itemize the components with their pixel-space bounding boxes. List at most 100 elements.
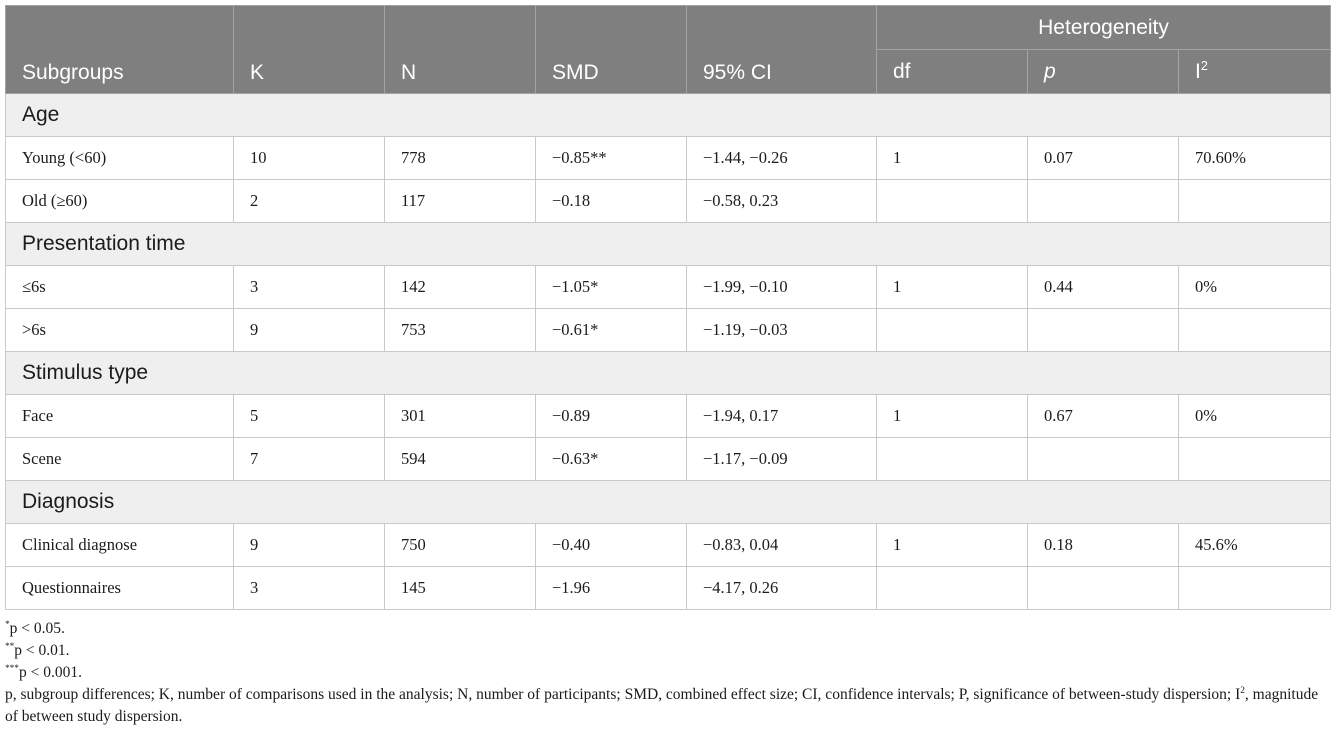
cell-k: 9	[233, 308, 385, 352]
cell-ci: −1.19, −0.03	[686, 308, 877, 352]
cell-n: 750	[384, 523, 536, 567]
cell-p: 0.67	[1027, 394, 1179, 438]
group-label: Age	[4, 93, 1332, 137]
table-row: ≤6s 3 142 −1.05* −1.99, −0.10 1 0.44 0%	[5, 265, 1332, 309]
footnote-1-text: p < 0.05.	[9, 620, 65, 637]
cell-smd: −0.89	[535, 394, 687, 438]
footnote-3-text: p < 0.001.	[18, 664, 82, 681]
cell-df: 1	[876, 265, 1028, 309]
cell-subgroup: >6s	[5, 308, 234, 352]
cell-df	[876, 308, 1028, 352]
cell-i2: 70.60%	[1177, 136, 1332, 180]
cell-i2: 0%	[1177, 394, 1332, 438]
table-row: Old (≥60) 2 117 −0.18 −0.58, 0.23	[5, 179, 1332, 223]
cell-subgroup: Clinical diagnose	[5, 523, 234, 567]
table-row: Young (<60) 10 778 −0.85** −1.44, −0.26 1 0.07…	[5, 136, 1332, 180]
cell-n: 145	[384, 566, 536, 610]
cell-subgroup: Face	[5, 394, 234, 438]
table-row: Clinical diagnose 9 750 −0.40 −0.83, 0.04 1 0.…	[5, 523, 1332, 567]
cell-ci: −0.83, 0.04	[686, 523, 877, 567]
cell-df: 1	[876, 394, 1028, 438]
cell-p	[1027, 566, 1179, 610]
cell-i2	[1177, 308, 1332, 352]
cell-i2	[1177, 437, 1332, 481]
cell-ci: −0.58, 0.23	[686, 179, 877, 223]
cell-smd: −0.85**	[535, 136, 687, 180]
cell-subgroup: ≤6s	[5, 265, 234, 309]
group-row: Diagnosis	[4, 480, 1332, 524]
header-k-label: K	[250, 61, 265, 84]
footnote-3: ***p < 0.001.	[5, 662, 1330, 684]
cell-k: 7	[233, 437, 385, 481]
cell-smd: −0.18	[535, 179, 687, 223]
cell-p	[1027, 179, 1179, 223]
header-subgroups: Subgroups	[5, 5, 234, 94]
subgroup-analysis-table: Subgroups K N SMD 95% CI Heterogeneity d…	[4, 5, 1332, 610]
cell-i2	[1177, 179, 1332, 223]
cell-df	[876, 437, 1028, 481]
cell-n: 117	[384, 179, 536, 223]
footnote-1-marker: *	[5, 619, 10, 630]
cell-i2: 0%	[1177, 265, 1332, 309]
cell-p: 0.07	[1027, 136, 1179, 180]
header-ci-label: 95% CI	[703, 61, 772, 84]
cell-n: 778	[384, 136, 536, 180]
header-smd-label: SMD	[552, 61, 599, 84]
header-n-label: N	[401, 61, 417, 84]
header-df: df	[876, 49, 1028, 94]
cell-ci: −4.17, 0.26	[686, 566, 877, 610]
table-container: Subgroups K N SMD 95% CI Heterogeneity d…	[4, 5, 1332, 610]
cell-p: 0.18	[1027, 523, 1179, 567]
group-label: Diagnosis	[4, 480, 1332, 524]
cell-k: 10	[233, 136, 385, 180]
cell-smd: −0.40	[535, 523, 687, 567]
table-row: Face 5 301 −0.89 −1.94, 0.17 1 0.67 0%	[5, 394, 1332, 438]
group-row: Age	[4, 93, 1332, 137]
header-k: K	[233, 5, 385, 94]
table-row: >6s 9 753 −0.61* −1.19, −0.03	[5, 308, 1332, 352]
table-row: Scene 7 594 −0.63* −1.17, −0.09	[5, 437, 1332, 481]
cell-n: 142	[384, 265, 536, 309]
cell-n: 594	[384, 437, 536, 481]
cell-smd: −1.96	[535, 566, 687, 610]
cell-i2: 45.6%	[1177, 523, 1332, 567]
cell-subgroup: Questionnaires	[5, 566, 234, 610]
footnote-abbreviations-superscript: 2	[1240, 685, 1245, 696]
header-i2-label: I	[1195, 59, 1201, 83]
table-footnotes: *p < 0.05. **p < 0.01. ***p < 0.001. p, …	[5, 618, 1330, 728]
footnote-1: *p < 0.05.	[5, 618, 1330, 640]
cell-k: 2	[233, 179, 385, 223]
group-label: Presentation time	[4, 222, 1332, 266]
cell-subgroup: Young (<60)	[5, 136, 234, 180]
cell-smd: −0.63*	[535, 437, 687, 481]
header-n: N	[384, 5, 536, 94]
footnote-2-text: p < 0.01.	[14, 642, 70, 659]
cell-n: 301	[384, 394, 536, 438]
footnote-2: **p < 0.01.	[5, 640, 1330, 662]
cell-p	[1027, 308, 1179, 352]
cell-k: 3	[233, 566, 385, 610]
header-ci: 95% CI	[686, 5, 877, 94]
cell-ci: −1.44, −0.26	[686, 136, 877, 180]
cell-ci: −1.99, −0.10	[686, 265, 877, 309]
footnote-2-marker: **	[5, 641, 15, 652]
cell-smd: −1.05*	[535, 265, 687, 309]
table-body: Age Young (<60) 10 778 −0.85** −1.44, −0.26 1 0…	[4, 93, 1332, 610]
header-i2-superscript: 2	[1200, 58, 1208, 73]
group-label: Stimulus type	[4, 351, 1332, 395]
header-p: p	[1027, 49, 1179, 94]
cell-ci: −1.17, −0.09	[686, 437, 877, 481]
header-subgroups-label: Subgroups	[22, 61, 124, 84]
cell-smd: −0.61*	[535, 308, 687, 352]
cell-df: 1	[876, 523, 1028, 567]
cell-df: 1	[876, 136, 1028, 180]
group-row: Stimulus type	[4, 351, 1332, 395]
header-smd: SMD	[535, 5, 687, 94]
cell-n: 753	[384, 308, 536, 352]
cell-df	[876, 566, 1028, 610]
cell-ci: −1.94, 0.17	[686, 394, 877, 438]
header-i2: I2	[1177, 49, 1332, 94]
table-row: Questionnaires 3 145 −1.96 −4.17, 0.26	[5, 566, 1332, 610]
table-header: Subgroups K N SMD 95% CI Heterogeneity d…	[5, 5, 1332, 94]
header-p-label: p	[1044, 59, 1056, 83]
